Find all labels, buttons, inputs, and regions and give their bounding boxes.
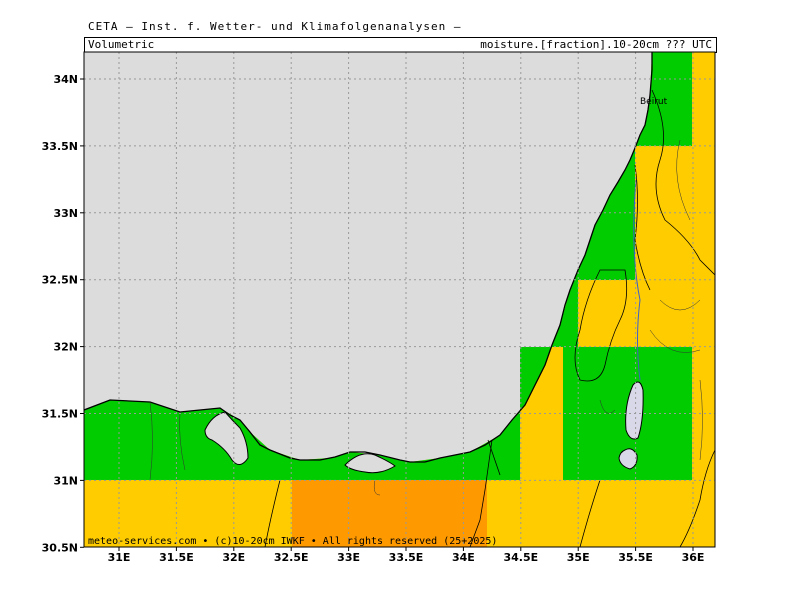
- admin-line-3: [676, 139, 691, 221]
- lat-tick-label: 32.5N: [42, 274, 78, 287]
- admin-line-1: [149, 401, 153, 481]
- admin-line-6: [373, 479, 381, 496]
- credit-text: meteo-services.com • (c)10-20cm IWKF • A…: [88, 536, 497, 547]
- lat-tick-label: 33N: [53, 207, 78, 220]
- lat-tick-label: 34N: [53, 73, 78, 86]
- lon-tick-label: 31.5E: [159, 551, 194, 564]
- lon-tick-label: 32.5E: [274, 551, 309, 564]
- lat-axis: 34N 33.5N 33N 32.5N 32N 31.5N 31N 30.5N: [42, 73, 84, 554]
- admin-line-5: [649, 329, 701, 353]
- coastline: [84, 52, 653, 463]
- yellow-cell-1: [520, 413, 563, 480]
- graticule: [84, 52, 715, 547]
- admin-line-2: [179, 411, 186, 471]
- lon-tick-label: 33E: [337, 551, 360, 564]
- lon-tick-label: 36E: [682, 551, 705, 564]
- border-israel-south: [579, 479, 601, 547]
- border-gaza: [487, 439, 501, 476]
- jordan-river: [633, 179, 641, 381]
- yellow-cell-2: [578, 280, 635, 347]
- border-sinai: [264, 479, 281, 547]
- lon-tick-label: 33.5E: [389, 551, 424, 564]
- border-egypt-israel: [469, 439, 493, 547]
- lon-tick-label: 32E: [222, 551, 245, 564]
- map-frame: [83, 51, 716, 548]
- lat-tick-label: 31.5N: [42, 408, 78, 421]
- lagoon: [204, 411, 249, 465]
- lat-tick-label: 33.5N: [42, 140, 78, 153]
- dead-sea: [625, 381, 644, 440]
- border-west-bank: [574, 269, 628, 382]
- land-green: [84, 52, 692, 480]
- lon-axis: 31E 31.5E 32E 32.5E 33E 33.5E 34E 34.5E 35E 35.5E…: [108, 547, 705, 564]
- lat-tick-label: 31N: [53, 474, 78, 487]
- dead-sea-south: [618, 448, 638, 470]
- chart-title: CETA – Inst. f. Wetter- und Klimafolgena…: [88, 20, 462, 33]
- subtitle-left: Volumetric: [88, 38, 155, 51]
- lon-tick-label: 34E: [452, 551, 475, 564]
- lat-tick-label: 30.5N: [42, 541, 78, 554]
- city-label-beirut: Beirut: [640, 97, 668, 107]
- yellow-cell-3: [635, 146, 692, 280]
- border-lebanon-syria: [651, 89, 715, 276]
- subtitle-right: moisture.[fraction].10-20cm ??? UTC: [480, 38, 712, 51]
- lat-tick-label: 32N: [53, 341, 78, 354]
- lon-tick-label: 34.5E: [503, 551, 538, 564]
- admin-line-8: [599, 399, 616, 414]
- lon-tick-label: 31E: [108, 551, 131, 564]
- lon-tick-label: 35E: [567, 551, 590, 564]
- admin-line-4: [659, 299, 701, 311]
- border-jordan: [679, 449, 715, 547]
- admin-line-7: [699, 379, 703, 461]
- lon-tick-label: 35.5E: [618, 551, 653, 564]
- orange-cell: [292, 480, 487, 547]
- lagoon-2: [344, 453, 396, 474]
- border-golan: [634, 164, 651, 291]
